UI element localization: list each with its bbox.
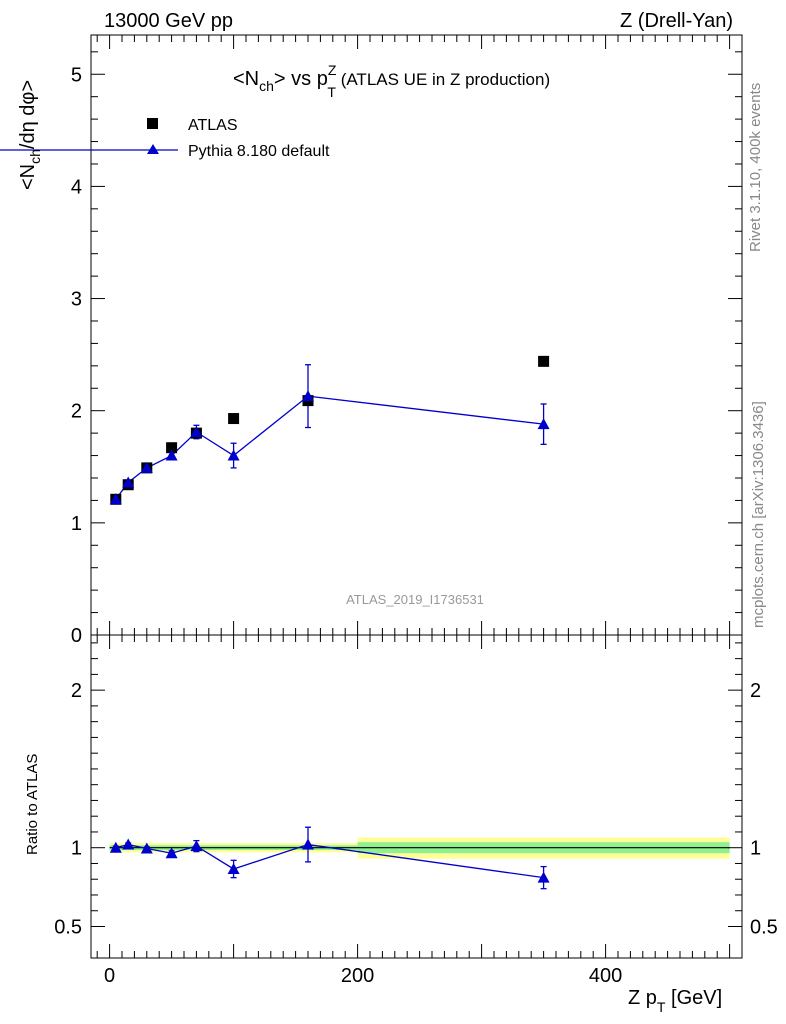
ratio-ytick-label: 0.5 — [54, 916, 82, 938]
main-ytick-label: 3 — [71, 289, 82, 311]
pythia-point — [109, 493, 122, 505]
pythia-point — [122, 476, 135, 488]
pythia-point — [140, 461, 153, 473]
plot-title: <Nch> vs pZ T (ATLAS UE in Z production) — [233, 62, 550, 100]
header-left: 13000 GeV pp — [104, 10, 233, 32]
pythia-point — [302, 390, 314, 402]
main-ytick-label: 2 — [71, 401, 82, 423]
ratio-point — [122, 838, 135, 850]
header-right: Z (Drell-Yan) — [620, 10, 733, 32]
pythia-point — [190, 426, 203, 438]
atlas-point — [228, 413, 240, 425]
atlas-point — [538, 355, 550, 367]
legend-atlas-marker — [147, 118, 158, 129]
legend-atlas-label: ATLAS — [188, 117, 238, 134]
ratio-point — [190, 840, 203, 852]
x-axis-label: Z pT [GeV] — [628, 987, 722, 1015]
y-axis-label-ratio: Ratio to ATLAS — [24, 754, 41, 855]
xtick-label: 0 — [104, 965, 115, 987]
ratio-point — [109, 841, 122, 853]
main-panel-data — [109, 355, 550, 505]
ratio-point — [302, 838, 314, 850]
uncertainty-band — [109, 837, 730, 859]
ratio-ytick-label: 2 — [71, 680, 82, 702]
axis-ticks: 0 1 2 3 4 5 0 200 400 0.5 0.5 1 1 2 2 — [54, 35, 778, 987]
pythia-point — [165, 449, 178, 461]
main-ytick-label: 1 — [71, 513, 82, 535]
ratio-ytick-label-right: 0.5 — [750, 916, 778, 938]
pythia-point — [537, 418, 550, 430]
ratio-point — [140, 842, 153, 854]
analysis-watermark: ATLAS_2019_I1736531 — [346, 592, 484, 607]
legend-pythia-label: Pythia 8.180 default — [188, 143, 330, 160]
pythia-point — [227, 449, 240, 461]
ratio-point — [537, 871, 550, 883]
y-axis-label-main: <Nch/dη dφ> — [17, 80, 43, 190]
rivet-label: Rivet 3.1.10, 400k events — [747, 83, 764, 252]
xtick-label: 200 — [341, 965, 374, 987]
mcplots-label: mcplots.cern.ch [arXiv:1306.3436] — [750, 401, 767, 628]
ratio-point — [165, 847, 178, 859]
ratio-ytick-label: 1 — [71, 838, 82, 860]
main-ytick-label: 4 — [71, 176, 82, 198]
ratio-point — [227, 862, 240, 874]
legend-pythia-marker — [147, 144, 159, 154]
main-ytick-label: 0 — [71, 625, 82, 647]
xtick-label: 400 — [589, 965, 622, 987]
ratio-panel-data — [109, 826, 550, 890]
ratio-ytick-label-right: 2 — [750, 680, 761, 702]
main-ytick-label: 5 — [71, 64, 82, 86]
ratio-panel-frame — [90, 634, 743, 959]
atlas-point — [166, 442, 178, 454]
ratio-ytick-label-right: 1 — [750, 838, 761, 860]
pythia-line — [115, 395, 544, 500]
